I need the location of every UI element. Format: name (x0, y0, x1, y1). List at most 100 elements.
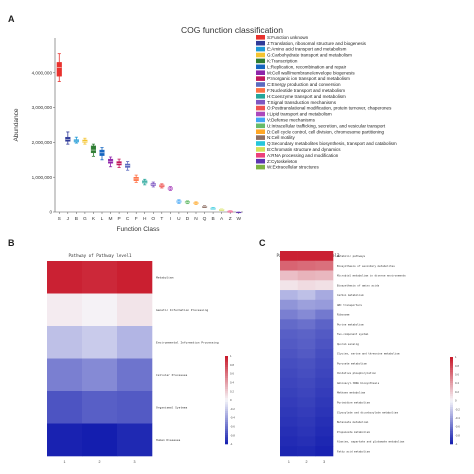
row-label: Glycine, serine and threonine metabolism (337, 352, 400, 356)
colorbar-segment (450, 435, 453, 438)
heatmap-cell (315, 416, 334, 428)
x-tick-label: Z (229, 216, 232, 222)
colorbar-segment (450, 402, 453, 406)
heatmap-cell (315, 319, 334, 330)
legend-label: M:Cell wall/membrane/envelope biogenesis (267, 70, 355, 75)
heatmap-cell (297, 436, 316, 447)
heatmap-cell (297, 280, 316, 291)
colorbar-tick-label: 0.8 (230, 363, 234, 367)
legend-swatch (256, 35, 265, 40)
row-label: Environmental Information Processing (156, 340, 219, 344)
legend-swatch (256, 158, 265, 164)
heatmap-cell (297, 270, 316, 281)
heatmap-cell (297, 368, 316, 379)
heatmap-cell (315, 436, 334, 447)
row-label: Human Diseases (156, 438, 181, 442)
heatmap-cell (82, 293, 118, 327)
x-tick-label: P (117, 216, 120, 222)
heatmap-cell (280, 368, 298, 379)
colorbar-segment (450, 370, 453, 373)
colorbar-segment (450, 393, 453, 397)
row-label: Butanoate metabolism (337, 420, 369, 424)
heatmap-cell (297, 290, 316, 301)
heatmap-cell (280, 407, 298, 418)
y-tick-label: 3,000,000 (32, 105, 53, 110)
row-label: ABC transporters (337, 303, 362, 307)
heatmap-cell (315, 309, 334, 320)
colorbar-segment (450, 413, 453, 417)
colorbar-segment (225, 382, 228, 385)
heatmap-cell (280, 426, 298, 437)
colorbar-segment (225, 400, 228, 403)
heatmap-cell (315, 368, 334, 379)
colorbar-segment (450, 420, 453, 423)
colorbar-segment (450, 372, 453, 375)
legend-swatch (256, 76, 265, 81)
column-label: 2 (306, 460, 308, 464)
x-tick-label: B (75, 216, 78, 222)
heatmap-cell (315, 387, 334, 398)
y-tick-label: 4,000,000 (32, 70, 53, 75)
heatmap-cell (280, 348, 298, 359)
heatmap-cell (297, 407, 316, 418)
legend-swatch (256, 94, 265, 99)
colorbar-segment (225, 439, 228, 443)
colorbar-segment (450, 389, 453, 393)
heatmap-cell (280, 260, 298, 271)
legend-label: A:RNA processing and modification (267, 153, 339, 158)
row-label: Biosynthesis of amino acids (337, 283, 380, 287)
row-label: Propanoate metabolism (337, 430, 370, 434)
column-label: 3 (134, 460, 136, 464)
colorbar-tick-label: -0.6 (230, 425, 235, 429)
row-label: Fatty acid metabolism (337, 449, 370, 453)
colorbar-segment (450, 387, 453, 390)
legend-label: F:Nucleotide transport and metabolism (267, 88, 345, 93)
colorbar-segment (450, 376, 453, 380)
legend-label: I:Lipid transport and metabolism (267, 112, 332, 117)
heatmap-cell (117, 358, 153, 392)
colorbar-segment (225, 356, 228, 359)
heatmap-cell (297, 377, 316, 388)
y-tick-label: 0 (49, 210, 52, 215)
colorbar-segment (450, 363, 453, 366)
legend-swatch (256, 129, 265, 134)
colorbar-segment (450, 407, 453, 410)
heatmap-cell (280, 387, 298, 398)
colorbar-segment (225, 413, 228, 416)
colorbar-tick-label: 0.6 (230, 372, 234, 376)
legend-label: U:Intracellular trafficking, secretion, … (267, 123, 386, 128)
colorbar-segment (225, 362, 228, 366)
legend-label: V:Defense mechanisms (267, 118, 316, 123)
colorbar-segment (225, 386, 228, 390)
heatmap-cell (117, 423, 153, 457)
colorbar-tick-label: 0.2 (455, 390, 459, 394)
legend-swatch (256, 70, 265, 75)
heatmap-cell (315, 260, 334, 271)
colorbar-segment (450, 441, 453, 445)
legend-label: S:Function unknown (267, 35, 309, 40)
heatmap-cell (297, 416, 316, 428)
x-tick-label: N (194, 216, 198, 222)
heatmap-cell (315, 446, 334, 457)
heatmap-cell (315, 329, 334, 340)
row-label: Metabolic pathways (337, 254, 366, 258)
row-label: Oxidative phosphorylation (337, 371, 376, 375)
colorbar-segment (450, 422, 453, 425)
legend-swatch (256, 141, 265, 146)
heatmap-cell (315, 299, 334, 310)
column-label: 1 (64, 460, 66, 464)
legend-label: E:Amino acid transport and metabolism (267, 47, 347, 52)
row-label: Biosynthesis of secondary metabolites (337, 264, 395, 268)
heatmap-cell (297, 251, 316, 262)
colorbar-segment (450, 385, 453, 388)
heatmap-cell (280, 416, 298, 428)
colorbar-segment (225, 435, 228, 438)
x-tick-label: B (211, 216, 214, 222)
heatmap-cell (280, 309, 298, 320)
colorbar-tick-label: -0.6 (455, 425, 460, 429)
heatmap-cell (297, 338, 316, 349)
y-tick-label: 2,000,000 (32, 140, 53, 145)
heatmap-cell (297, 397, 316, 408)
heatmap-cell (315, 290, 334, 301)
chart-b-title: Pathway of Pathway level1 (68, 253, 132, 258)
